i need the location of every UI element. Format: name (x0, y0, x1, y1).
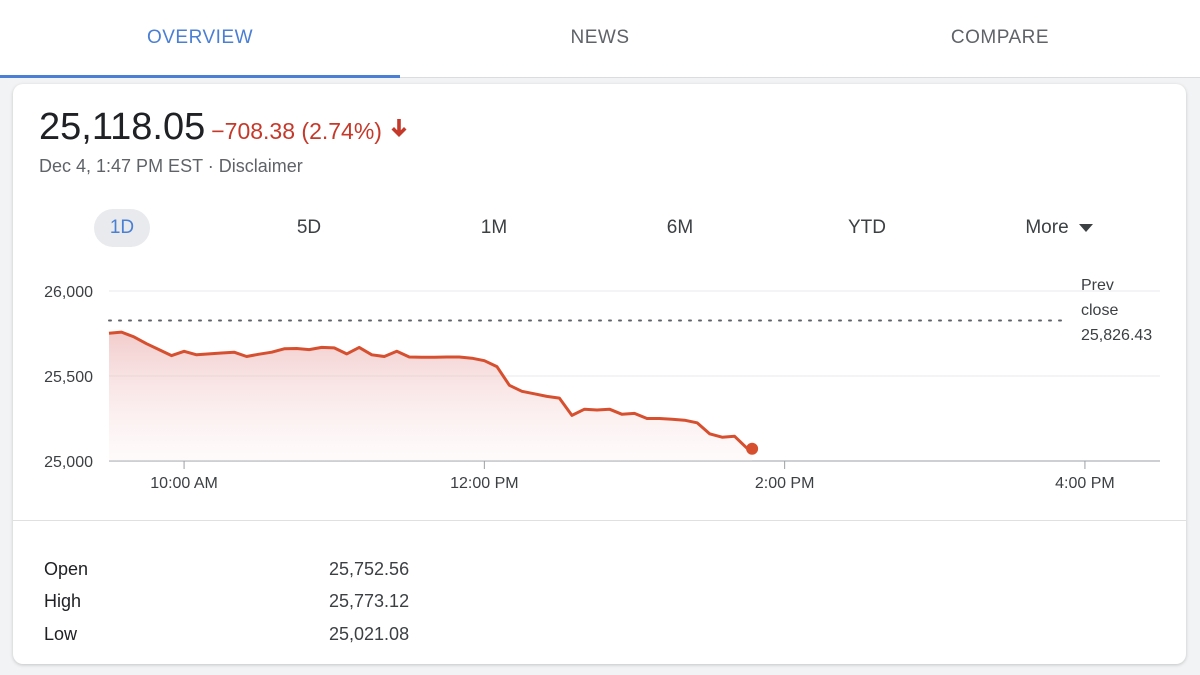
tab-overview[interactable]: OVERVIEW (0, 0, 400, 78)
prev-close-value: 25,826.43 (1081, 327, 1152, 344)
disclaimer-link[interactable]: Disclaimer (218, 156, 303, 176)
stat-label: Open (44, 558, 89, 579)
range-ytd[interactable]: YTD (848, 217, 886, 238)
price-area (109, 332, 753, 461)
stats-table: Open 25,752.56 High 25,773.12 Low 25,021… (44, 553, 409, 651)
range-1d[interactable]: 1D (94, 209, 150, 247)
stat-row-high: High 25,773.12 (44, 586, 409, 619)
tab-compare[interactable]: COMPARE (950, 26, 1050, 48)
y-tick-label: 25,000 (44, 454, 93, 471)
range-5d[interactable]: 5D (296, 217, 322, 238)
tab-bar: OVERVIEW NEWS COMPARE (0, 0, 1200, 78)
price-change: −708.38 (2.74%) (211, 118, 382, 144)
prev-close-label: close (1081, 302, 1118, 319)
x-tick-label: 10:00 AM (150, 475, 218, 492)
stat-row-low: Low 25,021.08 (44, 618, 409, 651)
range-6m[interactable]: 6M (666, 217, 694, 238)
prev-close-label: Prev (1081, 277, 1114, 294)
x-tick-label: 4:00 PM (1055, 475, 1115, 492)
x-tick-label: 12:00 PM (450, 475, 518, 492)
last-price-point (746, 442, 759, 455)
separator-dot: · (207, 156, 214, 176)
stat-value: 25,773.12 (329, 591, 410, 612)
stat-row-open: Open 25,752.56 (44, 553, 409, 586)
y-tick-label: 26,000 (44, 284, 93, 301)
tab-news[interactable]: NEWS (570, 26, 630, 48)
caret-down-icon (1078, 224, 1093, 232)
price-line (108, 330, 753, 451)
stock-card: 25,118.05 −708.38 (2.74%) Dec 4, 1:47 PM… (13, 84, 1186, 664)
range-1m[interactable]: 1M (480, 217, 508, 238)
timestamp-line: Dec 4, 1:47 PM EST · Disclaimer (39, 156, 303, 177)
divider (13, 520, 1186, 521)
x-tick-label: 2:00 PM (755, 475, 815, 492)
stat-value: 25,752.56 (329, 558, 410, 579)
range-more[interactable]: More (1014, 209, 1104, 247)
range-more-label: More (1025, 217, 1069, 238)
stat-value: 25,021.08 (329, 623, 410, 644)
arrow-down-icon (391, 119, 407, 137)
timestamp: Dec 4, 1:47 PM EST (39, 156, 203, 176)
stat-label: Low (44, 623, 78, 644)
price-chart: 26,000 25,500 25,000 10:00 AM 12:00 PM 2:00 P… (44, 277, 1160, 492)
range-selector: 1D 5D 1M 6M YTD More (94, 209, 1134, 247)
stat-label: High (44, 591, 82, 612)
price-header: 25,118.05 −708.38 (2.74%) (39, 106, 408, 149)
y-tick-label: 25,500 (44, 369, 93, 386)
current-price: 25,118.05 (39, 106, 206, 148)
